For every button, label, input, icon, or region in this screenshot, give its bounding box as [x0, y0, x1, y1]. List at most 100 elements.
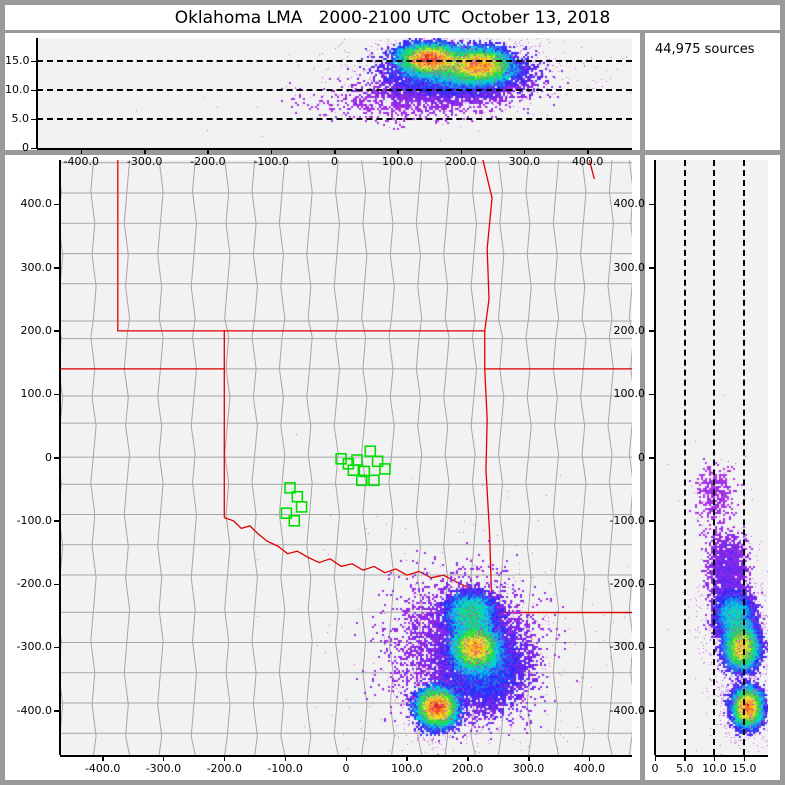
time-height-x-ticklabel: 400.0: [571, 155, 604, 168]
time-height-x-tick: [207, 148, 209, 154]
east-west-y-tick: [649, 520, 655, 522]
time-height-plot-area: [37, 38, 632, 148]
east-west-y-ticklabel: 0: [638, 450, 645, 464]
time-height-x-ticklabel: 100.0: [382, 155, 414, 168]
plan-view-panel: 400.0 300.0 200.0 100.0 0 -100.0 -200.0 -300.0 -…: [5, 155, 640, 780]
plan-view-x-ticklabel: 300.0: [512, 762, 545, 775]
plan-view-y-tick: [54, 583, 60, 586]
east-west-y-tick: [649, 710, 655, 712]
time-height-y-tick: [31, 89, 37, 92]
lma-station-marker: [280, 507, 293, 520]
lma-station-marker: [368, 474, 380, 487]
time-height-x-tick: [334, 148, 336, 154]
plan-view-y-tick: [54, 203, 60, 206]
plan-view-y-ticklabel: -300.0: [16, 640, 52, 654]
plan-view-x-ticklabel: 200.0: [451, 762, 484, 775]
plan-view-y-ticklabel: -100.0: [16, 513, 52, 527]
time-height-x-ticklabel: -300.0: [126, 155, 163, 168]
plan-view-y-ticklabel: 100.0: [20, 387, 53, 401]
plan-view-x-tick: [223, 755, 226, 761]
lma-station-marker: [371, 455, 384, 468]
plan-view-x-ticklabel: 100.0: [391, 762, 423, 775]
time-height-x-ticklabel: 0: [331, 155, 338, 168]
east-west-x-tick: [654, 755, 656, 761]
plan-view-y-ticklabel: 400.0: [20, 197, 53, 211]
plan-view-x-tick: [162, 755, 165, 761]
time-height-y-ticklabel: 0: [22, 141, 29, 154]
east-west-y-ticklabel: -400.0: [609, 703, 645, 717]
page-title: Oklahoma LMA 2000-2100 UTC October 13, 2…: [174, 7, 611, 28]
lma-station-markers: [280, 445, 391, 527]
east-west-x-tick: [713, 755, 716, 761]
time-height-gridline: [37, 60, 632, 63]
time-height-y-tick: [31, 60, 37, 63]
plan-view-y-ticklabel: 200.0: [20, 323, 53, 337]
plan-view-x-ticklabel: -100.0: [267, 762, 303, 775]
east-west-x-tick: [684, 755, 686, 761]
east-west-x-ticklabel: 10.0: [702, 762, 727, 775]
east-west-source-points: [655, 160, 768, 755]
east-west-y-ticklabel: 200.0: [613, 323, 646, 337]
figure-title-bar: Oklahoma LMA 2000-2100 UTC October 13, 2…: [5, 5, 780, 30]
time-height-x-ticklabel: -200.0: [190, 155, 226, 168]
lma-station-marker: [284, 482, 296, 494]
lma-station-marker: [355, 474, 368, 487]
time-height-gridline: [37, 118, 632, 121]
plan-view-y-tick: [54, 457, 60, 459]
plan-view-y-tick: [54, 330, 60, 332]
east-west-y-ticklabel: 400.0: [613, 197, 646, 211]
east-west-x-axis: [655, 755, 768, 757]
lma-station-marker: [364, 445, 377, 458]
plan-view-y-ticklabel: -400.0: [16, 703, 52, 717]
time-height-y-ticklabel: 5.0: [11, 112, 30, 126]
east-west-y-ticklabel: -100.0: [609, 513, 645, 527]
east-west-y-ticklabel: -300.0: [609, 640, 645, 654]
east-west-gridline: [743, 160, 746, 755]
time-height-x-tick: [397, 148, 399, 154]
east-west-y-tick: [649, 393, 655, 396]
plan-view-x-ticklabel: 0: [342, 762, 350, 775]
east-west-x-ticklabel: 0: [651, 762, 659, 775]
time-height-x-tick: [523, 148, 526, 154]
lma-station-marker: [295, 501, 308, 513]
plan-view-x-ticklabel: -200.0: [206, 762, 243, 775]
lma-station-marker: [288, 514, 301, 527]
plan-view-y-ticklabel: -200.0: [16, 577, 52, 591]
east-west-y-ticklabel: 300.0: [613, 260, 646, 274]
east-west-x-tick: [743, 755, 746, 761]
time-height-x-ticklabel: -400.0: [63, 155, 100, 168]
east-west-height-panel: 0 5.0 10.0 15.0: [645, 155, 780, 780]
source-count-panel: 44,975 sources: [645, 33, 780, 150]
time-height-y-tick: [31, 147, 37, 149]
plan-view-x-tick: [467, 755, 469, 761]
time-height-panel: 0 5.0 10.0 15.0: [5, 33, 640, 154]
time-height-x-tick: [80, 148, 83, 154]
east-west-y-tick: [649, 330, 655, 332]
east-west-x-ticklabel: 15.0: [731, 762, 757, 775]
east-west-gridline: [713, 160, 716, 755]
east-west-y-tick: [649, 267, 655, 269]
lma-station-marker: [347, 464, 360, 477]
time-height-y-tick: [31, 118, 37, 121]
lma-station-marker: [358, 465, 371, 478]
time-height-x-ticklabel: 200.0: [445, 155, 477, 168]
plan-view-x-ticklabel: -300.0: [145, 762, 182, 775]
east-west-height-plot-area: [655, 160, 768, 755]
plan-view-y-tick: [54, 267, 60, 269]
plan-view-x-tick: [102, 755, 104, 761]
plan-view-x-ticklabel: 400.0: [573, 762, 606, 775]
east-west-y-tick: [649, 203, 655, 206]
time-height-y-axis: [36, 38, 38, 148]
source-count-label: 44,975 sources: [655, 42, 755, 57]
east-west-y-tick: [649, 457, 655, 459]
east-west-y-ticklabel: 100.0: [613, 387, 646, 401]
plan-view-y-tick: [54, 520, 60, 522]
plan-view-y-ticklabel: 0: [45, 450, 52, 464]
east-west-x-ticklabel: 5.0: [675, 762, 694, 775]
time-height-x-tick: [270, 148, 273, 154]
plan-view-y-tick: [54, 710, 60, 712]
plan-view-y-tick: [54, 646, 60, 649]
time-height-x-tick: [460, 148, 463, 154]
time-height-y-ticklabel: 15.0: [5, 54, 30, 68]
